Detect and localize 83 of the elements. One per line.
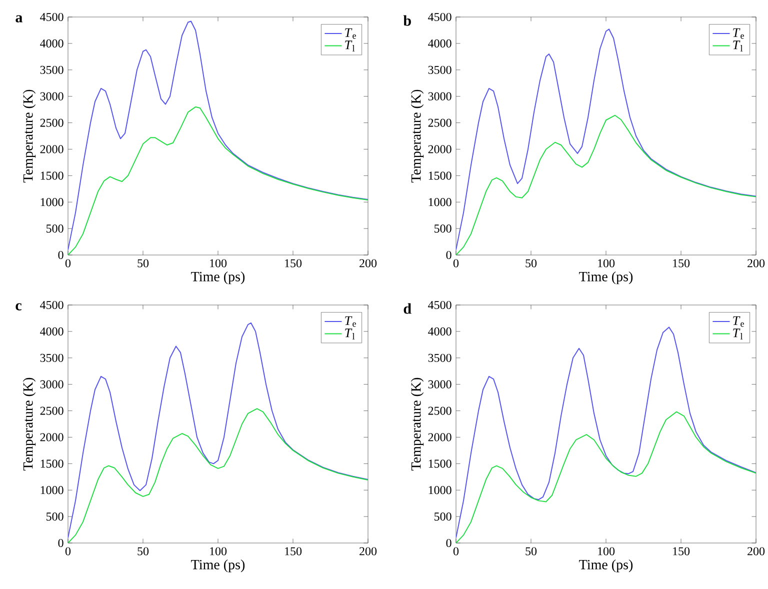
y-tick-label: 1000: [428, 486, 452, 494]
y-tick-label: 4000: [428, 327, 452, 336]
y-tick-label: 4500: [428, 12, 452, 22]
legend-label: T$_{l}$: [345, 40, 355, 52]
line-series: [456, 411, 756, 543]
chart-title: c: [16, 303, 22, 310]
y-tick-label: 4500: [428, 300, 452, 310]
y-axis-title: Temperature (K): [22, 378, 36, 470]
y-tick-label: 1000: [428, 198, 452, 206]
y-tick-label: 2500: [428, 118, 452, 127]
y-tick-label: 2500: [40, 406, 64, 415]
y-tick-label: 4000: [428, 39, 452, 48]
x-tick-label: 200: [360, 259, 377, 268]
y-tick-label: 4500: [40, 12, 64, 22]
chart-title: d: [404, 303, 412, 314]
legend-label: T$_{e}$: [733, 28, 744, 39]
x-tick-label: 50: [526, 547, 537, 556]
legend-label: T$_{l}$: [733, 40, 743, 52]
y-tick-label: 1500: [40, 172, 64, 180]
y-tick-label: 3000: [428, 380, 452, 388]
legend-label: T$_{e}$: [345, 28, 356, 39]
x-axis-title: Time (ps): [191, 559, 245, 572]
y-axis-title: Temperature (K): [410, 90, 424, 182]
legend-label: T$_{l}$: [345, 328, 355, 340]
x-tick-label: 200: [360, 547, 377, 556]
x-axis-title: Time (ps): [579, 559, 633, 572]
x-tick-label: 200: [748, 547, 765, 556]
x-tick-label: 100: [598, 547, 615, 556]
x-tick-label: 0: [453, 547, 459, 556]
y-axis-title: Temperature (K): [22, 90, 36, 182]
y-tick-label: 1500: [40, 460, 64, 468]
y-tick-label: 0: [446, 538, 452, 548]
y-tick-label: 1500: [428, 172, 452, 180]
y-tick-label: 500: [46, 224, 64, 233]
y-tick-label: 1000: [40, 198, 64, 206]
y-tick-label: 0: [58, 250, 64, 260]
x-tick-label: 150: [285, 547, 302, 556]
x-axis-title: Time (ps): [191, 271, 245, 284]
y-tick-label: 0: [58, 538, 64, 548]
x-axis-title: Time (ps): [579, 271, 633, 284]
y-tick-label: 500: [434, 512, 452, 521]
y-tick-label: 4000: [40, 39, 64, 48]
x-tick-label: 200: [748, 259, 765, 268]
x-tick-label: 0: [65, 259, 71, 268]
x-tick-label: 100: [598, 259, 615, 268]
x-tick-label: 0: [453, 259, 459, 268]
y-axis-title: Temperature (K): [410, 378, 424, 470]
y-tick-label: 0: [446, 250, 452, 260]
line-series: [68, 20, 368, 250]
y-tick-label: 3000: [40, 92, 64, 100]
legend-label: T$_{e}$: [733, 316, 744, 327]
x-tick-label: 150: [673, 547, 690, 556]
x-tick-label: 150: [285, 259, 302, 268]
chart-title: a: [16, 15, 22, 22]
y-tick-label: 500: [46, 512, 64, 521]
x-tick-label: 50: [526, 259, 537, 268]
y-tick-label: 1000: [40, 486, 64, 494]
y-tick-label: 2000: [40, 433, 64, 442]
y-tick-label: 1500: [428, 460, 452, 468]
x-tick-label: 100: [210, 259, 227, 268]
y-tick-label: 3500: [40, 354, 64, 362]
legend-label: T$_{e}$: [345, 316, 356, 327]
chart-title: b: [403, 15, 411, 26]
y-tick-label: 3000: [40, 380, 64, 388]
y-tick-label: 2500: [40, 118, 64, 127]
y-tick-label: 2500: [428, 406, 452, 415]
y-tick-label: 2000: [428, 433, 452, 442]
y-tick-label: 3500: [428, 66, 452, 74]
legend-label: T$_{l}$: [733, 328, 743, 340]
x-tick-label: 150: [673, 259, 690, 268]
line-series: [456, 28, 756, 250]
y-tick-label: 2000: [428, 145, 452, 154]
x-tick-label: 100: [210, 547, 227, 556]
x-tick-label: 50: [138, 547, 149, 556]
y-tick-label: 4000: [40, 327, 64, 336]
y-tick-label: 3000: [428, 92, 452, 100]
x-tick-label: 50: [138, 259, 149, 268]
y-tick-label: 2000: [40, 145, 64, 154]
y-tick-label: 3500: [40, 66, 64, 74]
y-tick-label: 500: [434, 224, 452, 233]
x-tick-label: 0: [65, 547, 71, 556]
y-tick-label: 3500: [428, 354, 452, 362]
y-tick-label: 4500: [40, 300, 64, 310]
